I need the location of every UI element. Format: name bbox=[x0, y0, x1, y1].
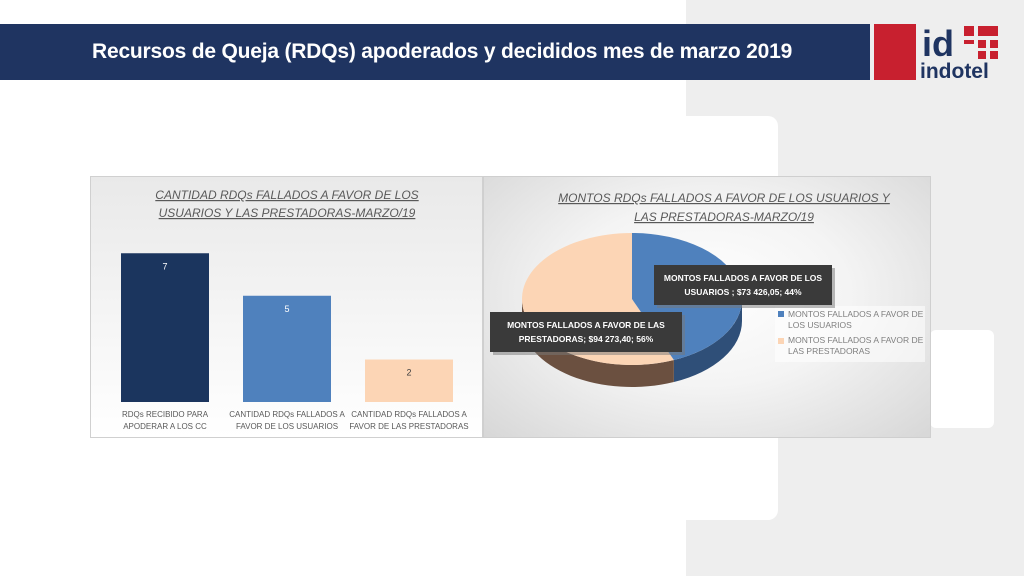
pie-data-label-usuarios-line2: USUARIOS ; $73 426,05; 44% bbox=[684, 287, 802, 297]
bar-2 bbox=[243, 295, 331, 402]
legend-label-usuarios-line2: LOS USUARIOS bbox=[788, 320, 852, 330]
logo-text-id: id bbox=[922, 23, 954, 64]
legend-label-usuarios-line1: MONTOS FALLADOS A FAVOR DE bbox=[788, 309, 924, 319]
pie-slice-usuarios-side bbox=[673, 299, 742, 383]
legend-label-prestadoras-line1: MONTOS FALLADOS A FAVOR DE bbox=[788, 335, 924, 345]
bar-1 bbox=[121, 253, 209, 402]
bar-category-label-3-line1: CANTIDAD RDQs FALLADOS A bbox=[351, 410, 467, 419]
pie-data-label-prestadoras-line1: MONTOS FALLADOS A FAVOR DE LAS bbox=[507, 320, 665, 330]
legend-swatch-prestadoras bbox=[778, 338, 784, 344]
page-title: Recursos de Queja (RDQs) apoderados y de… bbox=[92, 40, 793, 63]
pie-chart-panel: MONTOS RDQs FALLADOS A FAVOR DE LOS USUA… bbox=[483, 176, 931, 438]
background-white-tab bbox=[930, 330, 994, 428]
bar-category-label-3-line2: FAVOR DE LAS PRESTADORAS bbox=[349, 422, 468, 431]
pie-data-label-box-prestadoras bbox=[490, 312, 682, 352]
pie-chart: MONTOS RDQs FALLADOS A FAVOR DE LOS USUA… bbox=[490, 191, 925, 387]
pie-data-label-usuarios-line1: MONTOS FALLADOS A FAVOR DE LOS bbox=[664, 273, 823, 283]
header-bar: Recursos de Queja (RDQs) apoderados y de… bbox=[0, 24, 870, 80]
pie-data-label-box-usuarios bbox=[654, 265, 832, 305]
pie-legend: MONTOS FALLADOS A FAVOR DE LOS USUARIOS … bbox=[775, 306, 925, 362]
bar-category-label-1-line1: RDQs RECIBIDO PARA bbox=[122, 410, 209, 419]
pie-chart-title-line2: LAS PRESTADORAS-MARZO/19 bbox=[634, 210, 814, 224]
bar-value-label-1: 7 bbox=[162, 261, 167, 271]
legend-swatch-usuarios bbox=[778, 311, 784, 317]
pie-data-label-prestadoras-line2: PRESTADORAS; $94 273,40; 56% bbox=[519, 334, 654, 344]
bar-category-label-1-line2: APODERAR A LOS CC bbox=[123, 422, 207, 431]
bar-value-label-3: 2 bbox=[406, 368, 411, 378]
pie-chart-title-line1: MONTOS RDQs FALLADOS A FAVOR DE LOS USUA… bbox=[558, 191, 891, 205]
legend-label-prestadoras-line2: LAS PRESTADORAS bbox=[788, 346, 870, 356]
bar-chart: CANTIDAD RDQs FALLADOS A FAVOR DE LOS US… bbox=[121, 188, 469, 431]
bar-chart-title-line1: CANTIDAD RDQs FALLADOS A FAVOR DE LOS bbox=[155, 188, 418, 202]
bar-chart-panel: CANTIDAD RDQs FALLADOS A FAVOR DE LOS US… bbox=[90, 176, 483, 438]
pie-slice-prestadoras-side bbox=[522, 299, 674, 387]
bar-category-label-2-line1: CANTIDAD RDQs FALLADOS A bbox=[229, 410, 345, 419]
bar-value-label-2: 5 bbox=[284, 304, 289, 314]
logo-text-indotel: indotel bbox=[920, 60, 989, 83]
logo-grid-icon bbox=[964, 26, 998, 59]
bar-category-label-2-line2: FAVOR DE LOS USUARIOS bbox=[236, 422, 338, 431]
logo-red-block bbox=[874, 24, 916, 80]
bar-3 bbox=[365, 359, 453, 402]
bar-chart-title-line2: USUARIOS Y LAS PRESTADORAS-MARZO/19 bbox=[159, 206, 416, 220]
indotel-logo: id indotel bbox=[918, 20, 1008, 86]
